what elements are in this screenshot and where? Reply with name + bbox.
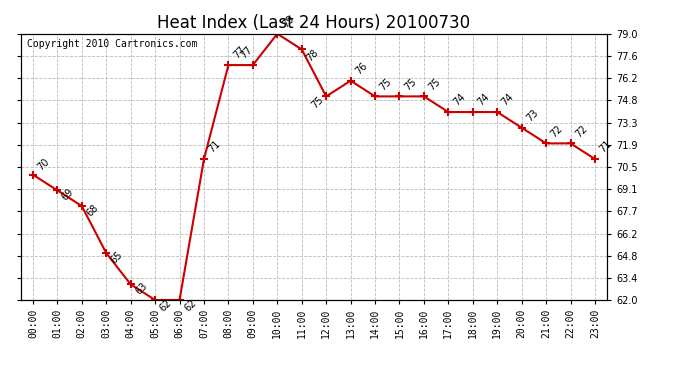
Text: 65: 65	[109, 250, 125, 266]
Text: 68: 68	[85, 203, 100, 219]
Title: Heat Index (Last 24 Hours) 20100730: Heat Index (Last 24 Hours) 20100730	[157, 14, 471, 32]
Text: 78: 78	[304, 48, 320, 63]
Text: 73: 73	[524, 108, 540, 123]
Text: 63: 63	[133, 281, 149, 297]
Text: 77: 77	[231, 45, 247, 61]
Text: 74: 74	[475, 92, 491, 108]
Text: 71: 71	[207, 139, 223, 155]
Text: 75: 75	[426, 76, 442, 92]
Text: 75: 75	[310, 94, 326, 110]
Text: 71: 71	[598, 139, 613, 155]
Text: 74: 74	[451, 92, 467, 108]
Text: 69: 69	[60, 187, 76, 203]
Text: Copyright 2010 Cartronics.com: Copyright 2010 Cartronics.com	[26, 39, 197, 49]
Text: 70: 70	[36, 156, 52, 172]
Text: 62: 62	[158, 298, 174, 314]
Text: 79: 79	[280, 14, 296, 30]
Text: 75: 75	[378, 76, 394, 92]
Text: 74: 74	[500, 92, 516, 108]
Text: 75: 75	[402, 76, 418, 92]
Text: 72: 72	[573, 123, 589, 139]
Text: 72: 72	[549, 123, 565, 139]
Text: 77: 77	[239, 45, 255, 61]
Text: 76: 76	[353, 61, 369, 76]
Text: 62: 62	[182, 298, 198, 314]
